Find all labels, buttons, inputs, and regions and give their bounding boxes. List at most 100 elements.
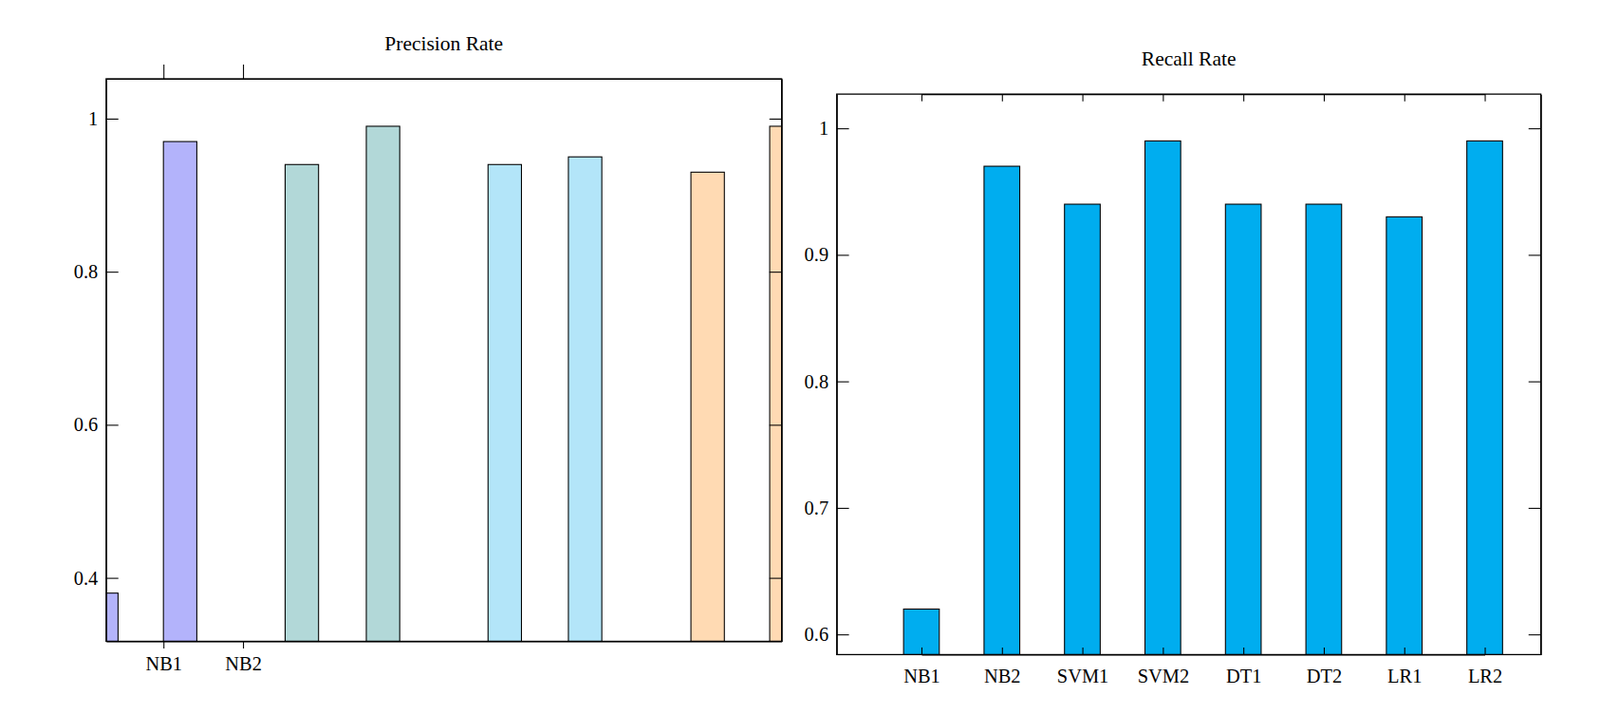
tick-mark: [837, 128, 850, 130]
tick-label: NB2: [224, 652, 262, 674]
bar: [690, 171, 725, 641]
tick: [921, 93, 923, 102]
bars: [903, 140, 1503, 654]
tick-mark: [1404, 93, 1406, 102]
tick-label: NB1: [145, 652, 183, 674]
tick-mark: [1243, 647, 1245, 655]
chart: 0.40.60.81NB1NB2Precision Rate: [74, 32, 804, 674]
tick: 0.9: [804, 243, 850, 265]
tick-mark: [1323, 647, 1325, 655]
bar: [487, 164, 521, 641]
chart: 0.60.70.80.91NB1NB2SVM1SVM2DT1DT2LR1LR2R…: [804, 47, 1543, 687]
tick-mark: [1484, 647, 1486, 655]
tick: LR1: [1387, 647, 1422, 687]
bar: [1064, 204, 1101, 654]
x-axis-top: [921, 93, 1486, 102]
tick-label: 0.7: [804, 497, 830, 519]
axis-line: [1541, 94, 1543, 655]
axis-line: [921, 653, 1486, 655]
x-axis: NB1 NB2: [106, 640, 782, 674]
tick-mark: [1528, 254, 1542, 256]
axis-line: [106, 640, 782, 642]
tick: 1: [88, 108, 119, 130]
tick-mark: [921, 93, 923, 102]
tick-label: DT1: [1226, 665, 1262, 687]
bar: [1145, 140, 1182, 654]
bar: [284, 164, 318, 641]
bar: [163, 141, 197, 641]
tick-label: LR1: [1387, 665, 1422, 687]
x-axis: NB1NB2SVM1SVM2DT1DT2LR1LR2: [903, 647, 1503, 687]
tick: [1528, 507, 1542, 509]
tick-mark: [769, 118, 782, 120]
axis-line: [837, 94, 838, 655]
tick: NB2: [224, 640, 262, 674]
tick-mark: [106, 577, 119, 579]
bar: [106, 593, 119, 642]
tick: 0.6: [74, 413, 119, 435]
plot-frame: [106, 78, 782, 641]
axis-line: [106, 79, 108, 642]
y-axis-right: [769, 79, 782, 642]
tick: NB1: [145, 640, 183, 674]
tick-mark: [921, 647, 923, 655]
tick: [769, 271, 782, 273]
tick-label: 0.8: [804, 371, 830, 392]
y-axis: 0.6 0.7 0.8 0.9 1: [804, 94, 850, 655]
bar: [903, 608, 940, 654]
tick: [163, 64, 165, 79]
axis-line: [781, 79, 783, 642]
tick-mark: [1323, 93, 1325, 102]
bar: [1386, 216, 1423, 654]
tick: 0.6: [804, 623, 850, 645]
tick: [1243, 93, 1245, 102]
tick-mark: [242, 64, 244, 79]
tick: [769, 577, 782, 579]
tick-mark: [1404, 647, 1406, 655]
tick-label: 0.4: [74, 567, 99, 589]
tick: [769, 118, 782, 120]
tick-label: SVM2: [1137, 665, 1190, 687]
tick: 0.7: [804, 497, 850, 519]
tick-mark: [1528, 381, 1542, 383]
tick: DT2: [1306, 647, 1342, 687]
tick: [1162, 93, 1164, 102]
tick-mark: [1528, 507, 1542, 509]
tick: [1082, 93, 1084, 102]
tick-mark: [106, 424, 119, 426]
tick: DT1: [1226, 647, 1262, 687]
tick: SVM2: [1137, 647, 1190, 687]
tick: 1: [818, 117, 850, 139]
tick-mark: [837, 633, 850, 635]
tick-mark: [163, 64, 165, 79]
tick-mark: [1162, 93, 1164, 102]
tick-label: SVM1: [1057, 665, 1109, 687]
tick: [1528, 381, 1542, 383]
tick-mark: [242, 640, 244, 649]
bar: [366, 126, 400, 641]
x-axis-top: [106, 64, 782, 80]
chart-title: Recall Rate: [1141, 47, 1237, 71]
tick: [769, 424, 782, 426]
tick-mark: [769, 271, 782, 273]
tick: [1528, 633, 1542, 635]
tick-label: LR2: [1468, 665, 1503, 687]
tick-mark: [1484, 93, 1486, 102]
bar: [769, 126, 782, 641]
bar: [1467, 140, 1504, 654]
tick: 0.8: [804, 371, 850, 392]
bar: [568, 156, 602, 641]
bar: [1305, 204, 1342, 654]
tick-mark: [1002, 93, 1004, 102]
tick: [1323, 93, 1325, 102]
tick: [1404, 93, 1406, 102]
tick-label: NB1: [903, 665, 941, 687]
tick-label: 0.6: [804, 623, 830, 645]
chart-title: Precision Rate: [384, 32, 503, 56]
tick-label: DT2: [1306, 665, 1342, 687]
tick: 0.4: [74, 567, 119, 589]
axis-line: [106, 78, 782, 80]
bars: [106, 126, 782, 641]
tick-label: 1: [88, 108, 98, 130]
tick-mark: [837, 254, 850, 256]
